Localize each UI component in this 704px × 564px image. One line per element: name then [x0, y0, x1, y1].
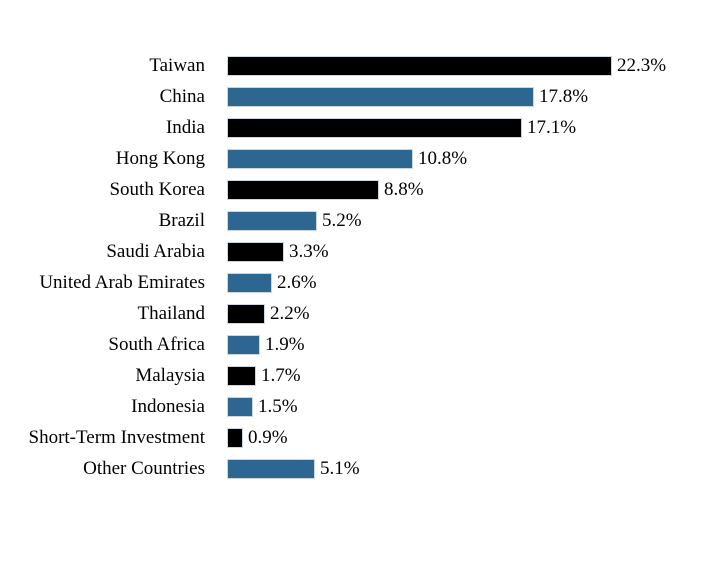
bar-track: 22.3%: [227, 50, 666, 81]
value-label: 1.5%: [258, 396, 298, 417]
bar: [227, 148, 413, 169]
category-label: United Arab Emirates: [39, 272, 205, 293]
value-label: 1.9%: [265, 334, 305, 355]
chart-row: China 17.8%: [0, 81, 704, 112]
bar-track: 1.9%: [227, 329, 305, 360]
value-label: 5.1%: [320, 458, 360, 479]
chart-row: South Korea 8.8%: [0, 174, 704, 205]
value-label: 17.1%: [527, 117, 577, 138]
bar-track: 5.2%: [227, 205, 362, 236]
category-label: Taiwan: [149, 55, 205, 76]
value-label: 1.7%: [261, 365, 301, 386]
bar-track: 2.2%: [227, 298, 310, 329]
category-label: China: [159, 86, 205, 107]
bar: [227, 458, 315, 479]
chart-row: Saudi Arabia 3.3%: [0, 236, 704, 267]
value-label: 8.8%: [384, 179, 424, 200]
bar-track: 1.5%: [227, 391, 298, 422]
chart-row: Other Countries 5.1%: [0, 453, 704, 484]
bar: [227, 365, 256, 386]
value-label: 3.3%: [289, 241, 329, 262]
category-label: Other Countries: [83, 458, 205, 479]
bar-track: 10.8%: [227, 143, 467, 174]
bar-track: 17.8%: [227, 81, 588, 112]
chart-row: South Africa 1.9%: [0, 329, 704, 360]
bar: [227, 86, 534, 107]
chart-row: India 17.1%: [0, 112, 704, 143]
bar-track: 2.6%: [227, 267, 317, 298]
chart-row: Brazil 5.2%: [0, 205, 704, 236]
chart-row: Hong Kong 10.8%: [0, 143, 704, 174]
bar: [227, 272, 272, 293]
chart-row: Short-Term Investment 0.9%: [0, 422, 704, 453]
bar-track: 1.7%: [227, 360, 301, 391]
category-label: Hong Kong: [115, 148, 205, 169]
category-label: South Korea: [109, 179, 205, 200]
value-label: 10.8%: [418, 148, 468, 169]
category-label: India: [165, 117, 205, 138]
bar: [227, 303, 265, 324]
value-label: 0.9%: [248, 427, 288, 448]
category-label: Saudi Arabia: [106, 241, 205, 262]
chart-row: United Arab Emirates 2.6%: [0, 267, 704, 298]
bar: [227, 179, 379, 200]
value-label: 2.2%: [270, 303, 310, 324]
bar: [227, 55, 612, 76]
bar-track: 17.1%: [227, 112, 576, 143]
bar: [227, 427, 243, 448]
value-label: 5.2%: [322, 210, 362, 231]
chart-row: Taiwan 22.3%: [0, 50, 704, 81]
bar-track: 8.8%: [227, 174, 424, 205]
category-label: Malaysia: [135, 365, 205, 386]
category-label: Short-Term Investment: [28, 427, 206, 448]
value-label: 2.6%: [277, 272, 317, 293]
value-label: 17.8%: [539, 86, 589, 107]
value-label: 22.3%: [617, 55, 667, 76]
bar-track: 0.9%: [227, 422, 288, 453]
bar-track: 3.3%: [227, 236, 329, 267]
chart-row: Indonesia 1.5%: [0, 391, 704, 422]
bar: [227, 334, 260, 355]
chart-row: Malaysia 1.7%: [0, 360, 704, 391]
bar: [227, 396, 253, 417]
bar: [227, 117, 522, 138]
category-label: South Africa: [108, 334, 205, 355]
bar: [227, 241, 284, 262]
category-label: Brazil: [158, 210, 205, 231]
bar-track: 5.1%: [227, 453, 360, 484]
bar-chart: Taiwan 22.3% China 17.8% India 17.1% Hon…: [0, 50, 704, 484]
category-label: Indonesia: [131, 396, 205, 417]
category-label: Thailand: [137, 303, 205, 324]
chart-row: Thailand 2.2%: [0, 298, 704, 329]
bar: [227, 210, 317, 231]
